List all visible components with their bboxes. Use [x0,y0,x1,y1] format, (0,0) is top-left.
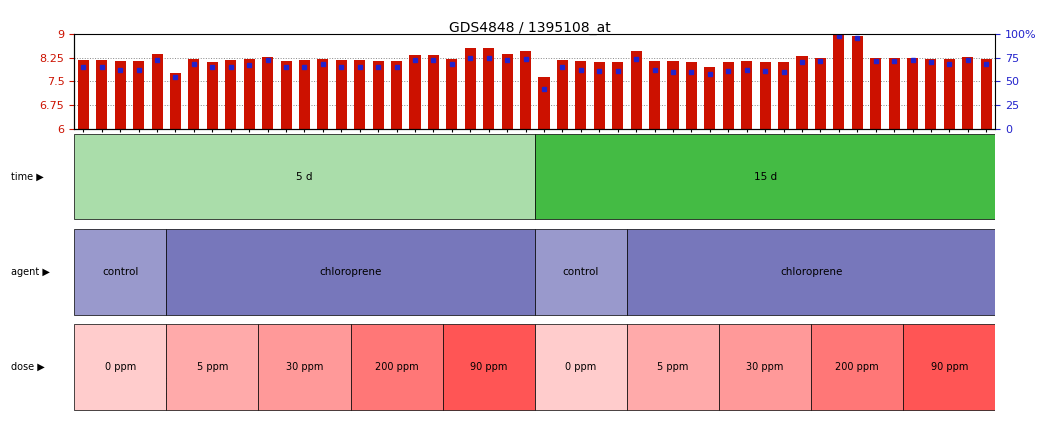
FancyBboxPatch shape [535,324,627,410]
Text: 200 ppm: 200 ppm [836,362,879,372]
Bar [649,61,660,129]
Legend: transformed count, percentile rank within the sample: transformed count, percentile rank withi… [79,372,269,404]
Bar [630,51,642,129]
Text: 30 ppm: 30 ppm [747,362,784,372]
Bar [926,58,936,129]
Bar [207,62,218,129]
Bar [410,55,420,129]
Text: time ▶: time ▶ [11,172,43,181]
Bar [336,60,347,129]
Text: control: control [562,267,599,277]
Bar [704,67,716,129]
Bar [373,61,383,129]
Text: 5 d: 5 d [297,172,312,181]
Bar [870,58,881,129]
FancyBboxPatch shape [535,229,627,315]
Text: GDS4848 / 1395108_at: GDS4848 / 1395108_at [449,21,610,35]
FancyBboxPatch shape [74,229,166,315]
Bar [667,61,679,129]
Bar [833,36,844,129]
Text: 0 ppm: 0 ppm [105,362,136,372]
FancyBboxPatch shape [258,324,351,410]
Bar [557,60,568,129]
Bar [244,58,255,129]
FancyBboxPatch shape [74,134,535,220]
FancyBboxPatch shape [166,324,258,410]
FancyBboxPatch shape [166,229,535,315]
Text: 90 ppm: 90 ppm [931,362,968,372]
Text: 30 ppm: 30 ppm [286,362,323,372]
Bar [612,62,624,129]
Bar [686,62,697,129]
Bar [354,60,365,129]
Text: 15 d: 15 d [754,172,776,181]
Bar [538,77,550,129]
Text: 5 ppm: 5 ppm [197,362,228,372]
FancyBboxPatch shape [443,324,535,410]
Bar [262,57,273,129]
Bar [151,53,163,129]
Bar [575,61,587,129]
Bar [520,51,532,129]
Bar [814,58,826,129]
Bar [981,58,992,129]
Bar [741,61,752,129]
Bar [907,58,918,129]
Bar [114,61,126,129]
Bar [96,60,107,129]
Bar [483,48,495,129]
FancyBboxPatch shape [535,134,995,220]
Bar [446,58,457,129]
Bar [796,56,808,129]
Bar [226,60,236,129]
Bar [963,57,973,129]
Bar [778,62,789,129]
Bar [722,62,734,129]
FancyBboxPatch shape [903,324,995,410]
Bar [502,53,513,129]
Bar [851,36,863,129]
Bar [318,59,328,129]
FancyBboxPatch shape [74,324,166,410]
Text: 5 ppm: 5 ppm [658,362,688,372]
Bar [133,61,144,129]
Bar [889,58,900,129]
Bar [77,60,89,129]
Text: dose ▶: dose ▶ [11,362,44,372]
FancyBboxPatch shape [811,324,903,410]
Bar [169,73,181,129]
Text: agent ▶: agent ▶ [11,267,50,277]
Bar [299,60,310,129]
FancyBboxPatch shape [627,229,995,315]
Bar [281,61,291,129]
Bar [944,59,955,129]
Text: control: control [102,267,139,277]
Text: 0 ppm: 0 ppm [566,362,596,372]
Bar [465,48,475,129]
FancyBboxPatch shape [719,324,811,410]
Text: chloroprene: chloroprene [780,267,842,277]
Bar [594,62,605,129]
Bar [759,62,771,129]
Text: 90 ppm: 90 ppm [470,362,507,372]
Bar [428,55,439,129]
Text: chloroprene: chloroprene [320,267,381,277]
FancyBboxPatch shape [627,324,719,410]
FancyBboxPatch shape [351,324,443,410]
Text: 200 ppm: 200 ppm [375,362,418,372]
Bar [189,59,199,129]
Bar [391,61,402,129]
